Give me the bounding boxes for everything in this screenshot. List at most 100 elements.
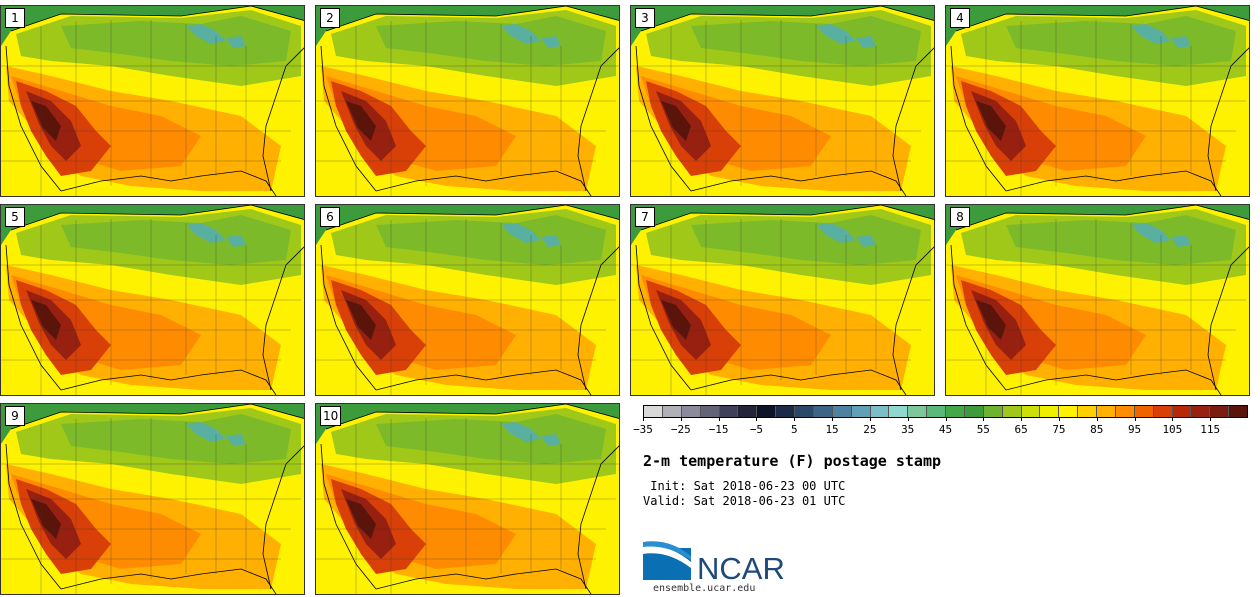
colorbar-tick: [680, 417, 682, 421]
panel-number: 1: [5, 8, 25, 28]
colorbar-cell: [662, 406, 682, 417]
colorbar-tick: [1058, 417, 1060, 421]
colorbar-cell: [795, 406, 814, 417]
postage-stamp-panel[interactable]: 7: [630, 204, 935, 396]
colorbar-cell: [1078, 406, 1097, 417]
temperature-map: [1, 6, 304, 196]
colorbar-tick: [643, 417, 644, 421]
temperature-map: [1, 404, 304, 594]
colorbar-ticks: −35 −25 −15 −5 5 15 25 35 45 55 65 75 85 95 105 115: [633, 417, 1248, 443]
colorbar-tick-label: 5: [790, 423, 798, 436]
colorbar-tick-label: 65: [1014, 423, 1028, 436]
colorbar-tick-label: −5: [749, 423, 764, 436]
colorbar-tick-label: 85: [1090, 423, 1104, 436]
colorbar-cell: [644, 406, 663, 417]
colorbar-cell: [757, 406, 777, 417]
temperature-map: [946, 6, 1249, 196]
colorbar-tick-label: 75: [1052, 423, 1066, 436]
colorbar-tick-label: 95: [1127, 423, 1142, 436]
colorbar-tick: [756, 417, 758, 421]
colorbar-tick-label: 115: [1200, 423, 1221, 436]
colorbar-cell: [1172, 406, 1192, 417]
colorbar-tick: [983, 417, 985, 421]
colorbar-tick: [832, 417, 834, 421]
colorbar-cell: [738, 406, 758, 417]
colorbar-tick: [945, 417, 947, 421]
colorbar-tick: [1134, 417, 1136, 421]
colorbar-tick: [1210, 417, 1212, 421]
colorbar-tick: [718, 417, 720, 421]
colorbar-tick-label: −25: [670, 423, 691, 436]
temperature-map: [631, 205, 934, 395]
plot-title: 2-m temperature (F) postage stamp: [643, 452, 942, 470]
panel-number: 3: [635, 8, 655, 28]
valid-time: Valid: Sat 2018-06-23 01 UTC: [643, 494, 846, 508]
postage-stamp-panel[interactable]: 2: [315, 5, 620, 197]
colorbar-cell: [927, 406, 946, 417]
postage-stamp-panel[interactable]: 1: [0, 5, 305, 197]
colorbar-tick-label: 45: [938, 423, 953, 436]
colorbar-tick: [1172, 417, 1174, 421]
temperature-map: [946, 205, 1249, 395]
colorbar-tick-label: 25: [863, 423, 877, 436]
panel-number: 5: [5, 207, 25, 227]
panel-number: 10: [320, 406, 342, 426]
colorbar-cell: [964, 406, 984, 417]
colorbar-cell: [1153, 406, 1173, 417]
temperature-map: [631, 6, 934, 196]
colorbar-cell: [719, 406, 739, 417]
colorbar-tick: [1096, 417, 1098, 421]
colorbar-cell: [1040, 406, 1060, 417]
temperature-map: [316, 404, 619, 594]
colorbar-cell: [1002, 406, 1022, 417]
ncar-logo: NCAR: [643, 540, 793, 586]
temperature-map: [1, 205, 304, 395]
ncar-logo-text: NCAR: [697, 551, 785, 582]
colorbar-tick-label: 105: [1162, 423, 1183, 436]
colorbar-cell: [908, 406, 928, 417]
postage-stamp-panel[interactable]: 8: [945, 204, 1250, 396]
colorbar-tick-label: −15: [708, 423, 729, 436]
colorbar-cell: [1229, 406, 1247, 417]
panel-number: 4: [950, 8, 970, 28]
colorbar-tick-label: −35: [633, 423, 653, 436]
colorbar-cell: [1021, 406, 1041, 417]
colorbar-tick-label: 55: [976, 423, 990, 436]
panel-number: 6: [320, 207, 340, 227]
postage-stamp-panel[interactable]: 3: [630, 5, 935, 197]
colorbar-tick: [1021, 417, 1023, 421]
colorbar-tick-label: 15: [825, 423, 839, 436]
postage-stamp-panel[interactable]: 9: [0, 403, 305, 595]
colorbar-cell: [700, 406, 720, 417]
postage-stamp-panel[interactable]: 6: [315, 204, 620, 396]
colorbar-cell: [946, 406, 965, 417]
colorbar-cell: [1134, 406, 1154, 417]
colorbar-tick: [907, 417, 909, 421]
colorbar-tick: [869, 417, 871, 421]
temperature-map: [316, 6, 619, 196]
postage-stamp-panel[interactable]: 10: [315, 403, 620, 595]
colorbar-cell: [983, 406, 1003, 417]
colorbar-cell: [813, 406, 833, 417]
colorbar-cell: [681, 406, 701, 417]
colorbar-cell: [1210, 406, 1230, 417]
colorbar-cell: [1059, 406, 1079, 417]
colorbar-cell: [889, 406, 909, 417]
colorbar-cell: [1191, 406, 1211, 417]
ncar-logo-graphic: NCAR: [643, 541, 785, 586]
logo-url: ensemble.ucar.edu: [653, 583, 756, 594]
colorbar-tick: [794, 417, 796, 421]
colorbar-cell: [776, 406, 795, 417]
panel-number: 2: [320, 8, 340, 28]
postage-stamp-panel[interactable]: 4: [945, 5, 1250, 197]
init-time: Init: Sat 2018-06-23 00 UTC: [643, 479, 846, 493]
temperature-map: [316, 205, 619, 395]
panel-number: 7: [635, 207, 655, 227]
colorbar-cell: [870, 406, 890, 417]
colorbar-cell: [851, 406, 871, 417]
colorbar-cell: [1115, 406, 1135, 417]
panel-number: 8: [950, 207, 970, 227]
colorbar-tick-label: 35: [901, 423, 915, 436]
postage-stamp-panel[interactable]: 5: [0, 204, 305, 396]
colorbar-cell: [832, 406, 852, 417]
